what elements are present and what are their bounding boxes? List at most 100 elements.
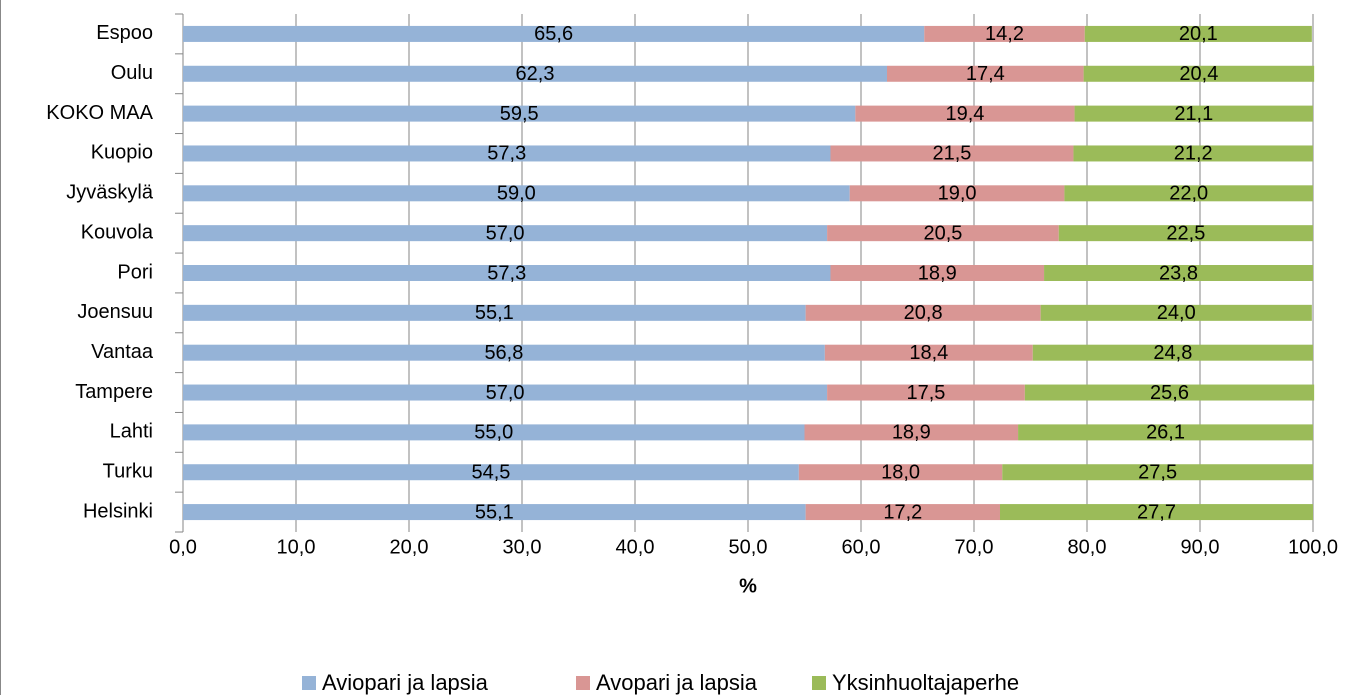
bar-segment [183, 105, 856, 122]
data-label: 55,1 [475, 302, 514, 324]
bar-segment [804, 424, 1019, 441]
y-tick-label: Jyväskylä [66, 182, 154, 204]
x-tick-label: 80,0 [1068, 536, 1107, 558]
data-label: 24,8 [1153, 342, 1192, 364]
data-label: 25,6 [1150, 382, 1189, 404]
data-label: 57,0 [486, 222, 525, 244]
data-label: 17,2 [883, 501, 922, 523]
bar-segment [805, 304, 1041, 321]
bar-segment [1058, 225, 1313, 242]
bar-segment [1040, 304, 1312, 321]
x-tick-label: 40,0 [616, 536, 655, 558]
bar-segment [830, 145, 1074, 162]
bar-segment [183, 65, 887, 82]
bar-segment [1018, 424, 1313, 441]
data-label: 23,8 [1159, 262, 1198, 284]
x-tick-label: 100,0 [1288, 536, 1338, 558]
bar-segment [1032, 344, 1313, 361]
bar-segment [924, 25, 1085, 42]
data-label: 19,0 [938, 183, 977, 205]
bar-segment [183, 504, 806, 521]
bar-segment [183, 304, 806, 321]
data-label: 21,5 [932, 143, 971, 165]
bar-segment [183, 464, 799, 481]
data-label: 55,0 [474, 422, 513, 444]
data-label: 65,6 [534, 23, 573, 45]
data-label: 55,1 [475, 501, 514, 523]
data-label: 57,0 [486, 382, 525, 404]
data-label: 57,3 [487, 143, 526, 165]
x-tick-label: 10,0 [277, 536, 316, 558]
bar-segment [1074, 105, 1313, 122]
x-tick-label: 0,0 [169, 536, 197, 558]
data-label: 14,2 [985, 23, 1024, 45]
data-label: 18,9 [892, 422, 931, 444]
y-tick-label: Vantaa [91, 341, 154, 363]
legend-swatch [302, 676, 316, 690]
data-label: 56,8 [484, 342, 523, 364]
y-tick-label: Helsinki [83, 500, 153, 522]
data-label: 24,0 [1157, 302, 1196, 324]
data-label: 19,4 [945, 103, 984, 125]
data-label: 27,7 [1137, 501, 1176, 523]
y-tick-label: Joensuu [77, 301, 153, 323]
data-label: 27,5 [1138, 462, 1177, 484]
y-tick-label: Pori [117, 261, 153, 283]
legend-label: Aviopari ja lapsia [322, 670, 489, 695]
bar-segment [886, 65, 1084, 82]
bar-segment [183, 25, 925, 42]
y-tick-label: Oulu [111, 62, 153, 84]
bar-segment [183, 185, 850, 202]
data-label: 62,3 [516, 63, 555, 85]
data-label: 26,1 [1146, 422, 1185, 444]
bar-segment [1044, 265, 1313, 281]
x-tick-label: 70,0 [955, 536, 994, 558]
x-tick-label: 20,0 [390, 536, 429, 558]
x-axis-label: % [739, 575, 757, 597]
data-label: 18,9 [918, 262, 957, 284]
bar-segment [1084, 25, 1312, 42]
data-label: 17,5 [907, 382, 946, 404]
bar-segment [183, 344, 825, 361]
bar-segment [827, 384, 1025, 401]
bar-segment [1073, 145, 1313, 162]
bar-segment [805, 504, 1000, 521]
data-label: 22,0 [1169, 183, 1208, 205]
bar-segment [798, 464, 1003, 481]
y-tick-label: Kuopio [91, 142, 153, 164]
bar-segment [1024, 384, 1315, 401]
bar-segment [855, 105, 1075, 122]
bar-segment [1064, 185, 1313, 202]
data-label: 20,1 [1179, 23, 1218, 45]
bar-segment [183, 265, 831, 281]
bar-segment [1002, 464, 1313, 481]
y-tick-label: KOKO MAA [46, 102, 153, 124]
bar-segment [1083, 65, 1315, 82]
bar-segment [849, 185, 1065, 202]
bar-segment [183, 424, 805, 441]
data-label: 20,8 [904, 302, 943, 324]
y-tick-label: Tampere [75, 381, 153, 403]
bar-segment [827, 225, 1059, 242]
bar-segment [183, 225, 828, 242]
data-label: 22,5 [1166, 222, 1205, 244]
bar-segment [183, 384, 828, 401]
bar-segment [824, 344, 1033, 361]
legend-swatch [576, 676, 590, 690]
y-tick-label: Turku [103, 461, 153, 483]
data-label: 21,2 [1174, 143, 1213, 165]
x-tick-label: 30,0 [503, 536, 542, 558]
y-tick-label: Kouvola [81, 221, 154, 243]
data-label: 18,4 [909, 342, 948, 364]
x-tick-label: 90,0 [1181, 536, 1220, 558]
y-tick-label: Espoo [96, 22, 153, 44]
data-label: 54,5 [471, 462, 510, 484]
x-tick-label: 60,0 [842, 536, 881, 558]
data-label: 21,1 [1174, 103, 1213, 125]
bar-segment [830, 265, 1045, 281]
data-label: 57,3 [487, 262, 526, 284]
legend-swatch [812, 676, 826, 690]
data-label: 18,0 [881, 462, 920, 484]
